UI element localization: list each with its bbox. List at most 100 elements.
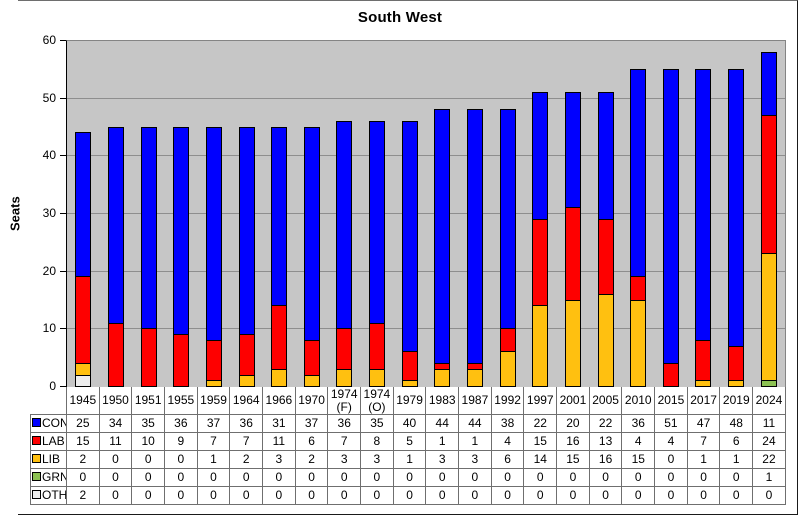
bar-segment-LAB xyxy=(695,339,712,382)
seat-value-cell: 51 xyxy=(654,414,688,433)
seat-value-cell: 34 xyxy=(98,414,133,433)
seat-value-cell: 1 xyxy=(458,432,492,451)
seat-value-cell: 22 xyxy=(523,414,558,433)
bar-segment-LIB xyxy=(532,305,549,387)
seat-value-cell: 15 xyxy=(621,450,656,469)
seat-value-cell: 3 xyxy=(458,450,492,469)
year-header-cell: 1979 xyxy=(392,387,427,415)
year-header-cell: 2005 xyxy=(588,387,623,415)
y-tick-label: 0 xyxy=(49,379,56,393)
year-header-cell: 2019 xyxy=(719,387,754,415)
bar-segment-LAB xyxy=(140,328,157,387)
seat-value-cell: 6 xyxy=(294,432,329,451)
series-label-LIB: LIB xyxy=(30,450,67,469)
bar-segment-CON xyxy=(75,132,92,278)
bar-segment-GRN xyxy=(760,380,777,387)
seat-value-cell: 0 xyxy=(523,486,558,505)
seat-value-cell: 0 xyxy=(66,468,100,487)
seat-value-cell: 0 xyxy=(229,486,264,505)
seat-value-cell: 13 xyxy=(588,432,623,451)
year-header-cell: 1959 xyxy=(196,387,231,415)
seat-value-cell: 38 xyxy=(490,414,525,433)
seat-value-cell: 1 xyxy=(752,468,786,487)
seat-value-cell: 37 xyxy=(294,414,329,433)
y-tick-label: 10 xyxy=(42,321,56,335)
series-name: CON xyxy=(42,416,67,430)
bar-segment-LAB xyxy=(271,305,288,370)
bar-segment-CON xyxy=(271,126,288,307)
seat-value-cell: 0 xyxy=(131,486,166,505)
seat-value-cell: 37 xyxy=(196,414,231,433)
seat-value-cell: 0 xyxy=(327,468,362,487)
seat-value-cell: 11 xyxy=(98,432,133,451)
bar-segment-CON xyxy=(336,120,353,330)
series-label-OTH: OTH xyxy=(30,486,67,505)
seat-value-cell: 2 xyxy=(66,450,100,469)
plot-area xyxy=(66,40,786,388)
seat-value-cell: 0 xyxy=(556,486,590,505)
seat-value-cell: 3 xyxy=(262,450,296,469)
seat-value-cell: 7 xyxy=(229,432,264,451)
seat-value-cell: 44 xyxy=(425,414,460,433)
seat-value-cell: 0 xyxy=(196,468,231,487)
year-header-cell: 1945 xyxy=(66,387,100,415)
y-tick-label: 30 xyxy=(42,206,56,220)
bar-segment-CON xyxy=(467,109,483,364)
seat-value-cell: 0 xyxy=(262,486,296,505)
series-name: LIB xyxy=(42,452,61,466)
bar-segment-LIB xyxy=(271,368,288,387)
bar-segment-LIB xyxy=(238,374,255,387)
legend-swatch-LAB xyxy=(32,436,41,445)
year-header-cell: 2010 xyxy=(621,387,656,415)
bar-segment-CON xyxy=(369,120,385,324)
seat-value-cell: 3 xyxy=(360,450,394,469)
seat-value-cell: 0 xyxy=(131,468,166,487)
y-tick-label: 60 xyxy=(42,33,56,47)
year-header-cell: 1950 xyxy=(98,387,133,415)
seat-value-cell: 36 xyxy=(327,414,362,433)
gridline xyxy=(67,328,785,329)
seat-value-cell: 9 xyxy=(164,432,198,451)
seat-value-cell: 1 xyxy=(425,432,460,451)
seat-value-cell: 0 xyxy=(719,486,754,505)
bar-segment-CON xyxy=(108,126,124,324)
seat-value-cell: 0 xyxy=(294,486,329,505)
seat-value-cell: 0 xyxy=(98,450,133,469)
y-tick-mark xyxy=(60,271,66,272)
year-header-cell: 1970 xyxy=(294,387,329,415)
bar-segment-LIB xyxy=(303,374,320,387)
seat-value-cell: 0 xyxy=(588,486,623,505)
bar-segment-CON xyxy=(434,109,451,364)
seat-value-cell: 0 xyxy=(392,486,427,505)
seat-value-cell: 36 xyxy=(229,414,264,433)
seat-value-cell: 4 xyxy=(490,432,525,451)
seat-value-cell: 48 xyxy=(719,414,754,433)
y-tick-label: 50 xyxy=(42,91,56,105)
seat-value-cell: 35 xyxy=(360,414,394,433)
y-tick-mark xyxy=(60,155,66,156)
bar-segment-LIB xyxy=(336,368,353,387)
bar-segment-LIB xyxy=(434,368,451,387)
bar-segment-LAB xyxy=(238,334,255,376)
gridline xyxy=(67,271,785,272)
seat-value-cell: 25 xyxy=(66,414,100,433)
bar-segment-LIB xyxy=(499,351,516,387)
bar-segment-CON xyxy=(303,126,320,341)
bar-segment-CON xyxy=(173,126,190,336)
seat-value-cell: 22 xyxy=(588,414,623,433)
seat-value-cell: 16 xyxy=(556,432,590,451)
bar-segment-LAB xyxy=(369,322,385,370)
y-tick-mark xyxy=(60,328,66,329)
seat-value-cell: 0 xyxy=(686,486,721,505)
seat-value-cell: 0 xyxy=(752,486,786,505)
year-header-cell: 1974 (F) xyxy=(327,387,362,415)
bar-segment-LIB xyxy=(401,380,418,387)
seat-value-cell: 5 xyxy=(392,432,427,451)
bar-segment-LIB xyxy=(695,380,712,387)
y-tick-mark xyxy=(60,98,66,99)
seat-value-cell: 6 xyxy=(490,450,525,469)
seat-value-cell: 15 xyxy=(556,450,590,469)
seat-value-cell: 0 xyxy=(425,486,460,505)
seat-value-cell: 0 xyxy=(229,468,264,487)
